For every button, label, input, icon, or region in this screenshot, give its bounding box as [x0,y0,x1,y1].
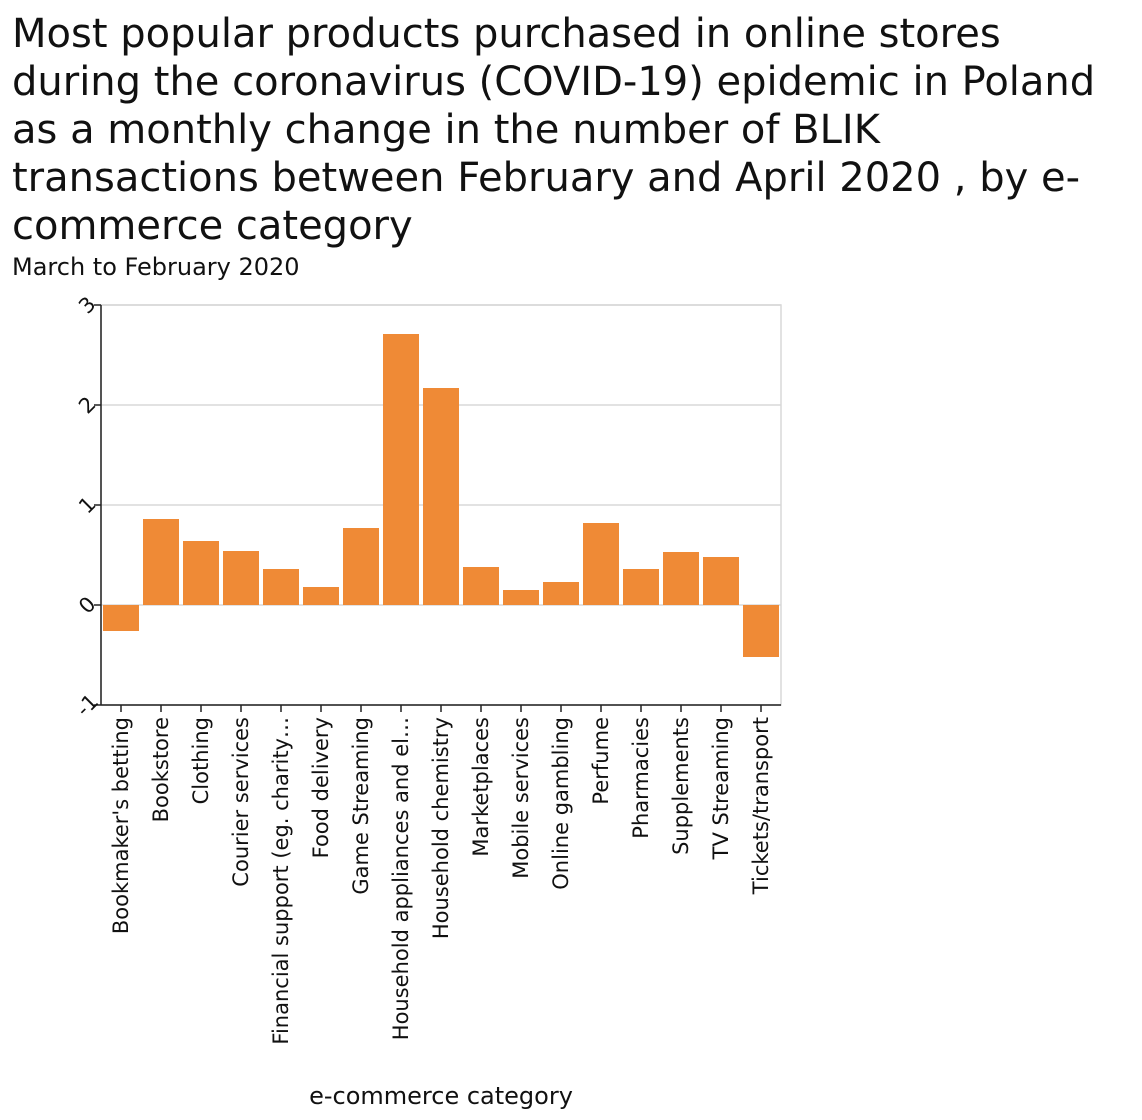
bars [103,334,779,657]
x-tick-label: TV Streaming [709,717,733,860]
x-tick-label: Clothing [189,717,213,804]
y-ticks: -1 0 1 2 3 [71,292,103,721]
x-tick-label: Household chemistry [429,717,453,939]
bar [503,590,539,605]
x-tick-label: Courier services [229,717,253,887]
bar [583,523,619,605]
x-tick-label: Tickets/transport [749,717,773,895]
y-tick-label: 1 [74,492,100,518]
y-tick-label: -1 [71,689,103,721]
bar [183,541,219,605]
x-tick-label: Game Streaming [349,717,373,895]
bar [703,557,739,605]
y-tick-label: 3 [74,292,100,318]
bar [623,569,659,605]
bar [263,569,299,605]
x-tick-label: Food delivery [309,717,333,858]
bar [663,552,699,605]
x-tick-label: Financial support (eg. charity… [269,717,293,1045]
bar [103,605,139,631]
bar [463,567,499,605]
x-tick-label: Pharmacies [629,717,653,839]
x-axis-title: e-commerce category [309,1082,573,1110]
x-tick-label: Mobile services [509,717,533,879]
x-tick-label: Bookmaker's betting [109,717,133,934]
chart-title: Most popular products purchased in onlin… [12,11,1096,249]
x-tick-label: Online gambling [549,717,573,890]
bar [383,334,419,605]
bar [743,605,779,657]
bar [303,587,339,605]
bar [343,528,379,605]
x-tick-label: Perfume [589,717,613,805]
y-tick-label: 0 [74,592,100,618]
bar [543,582,579,605]
bar [423,388,459,605]
x-tick-label: Supplements [669,717,693,855]
x-ticks: Bookmaker's betting Bookstore Clothing Cour… [109,705,773,1045]
y-tick-label: 2 [74,392,100,418]
x-tick-label: Marketplaces [469,717,493,857]
bar [223,551,259,605]
chart-subtitle: March to February 2020 [12,253,300,281]
x-tick-label: Bookstore [149,717,173,822]
x-tick-label: Household appliances and el… [389,717,413,1040]
bar [143,519,179,605]
